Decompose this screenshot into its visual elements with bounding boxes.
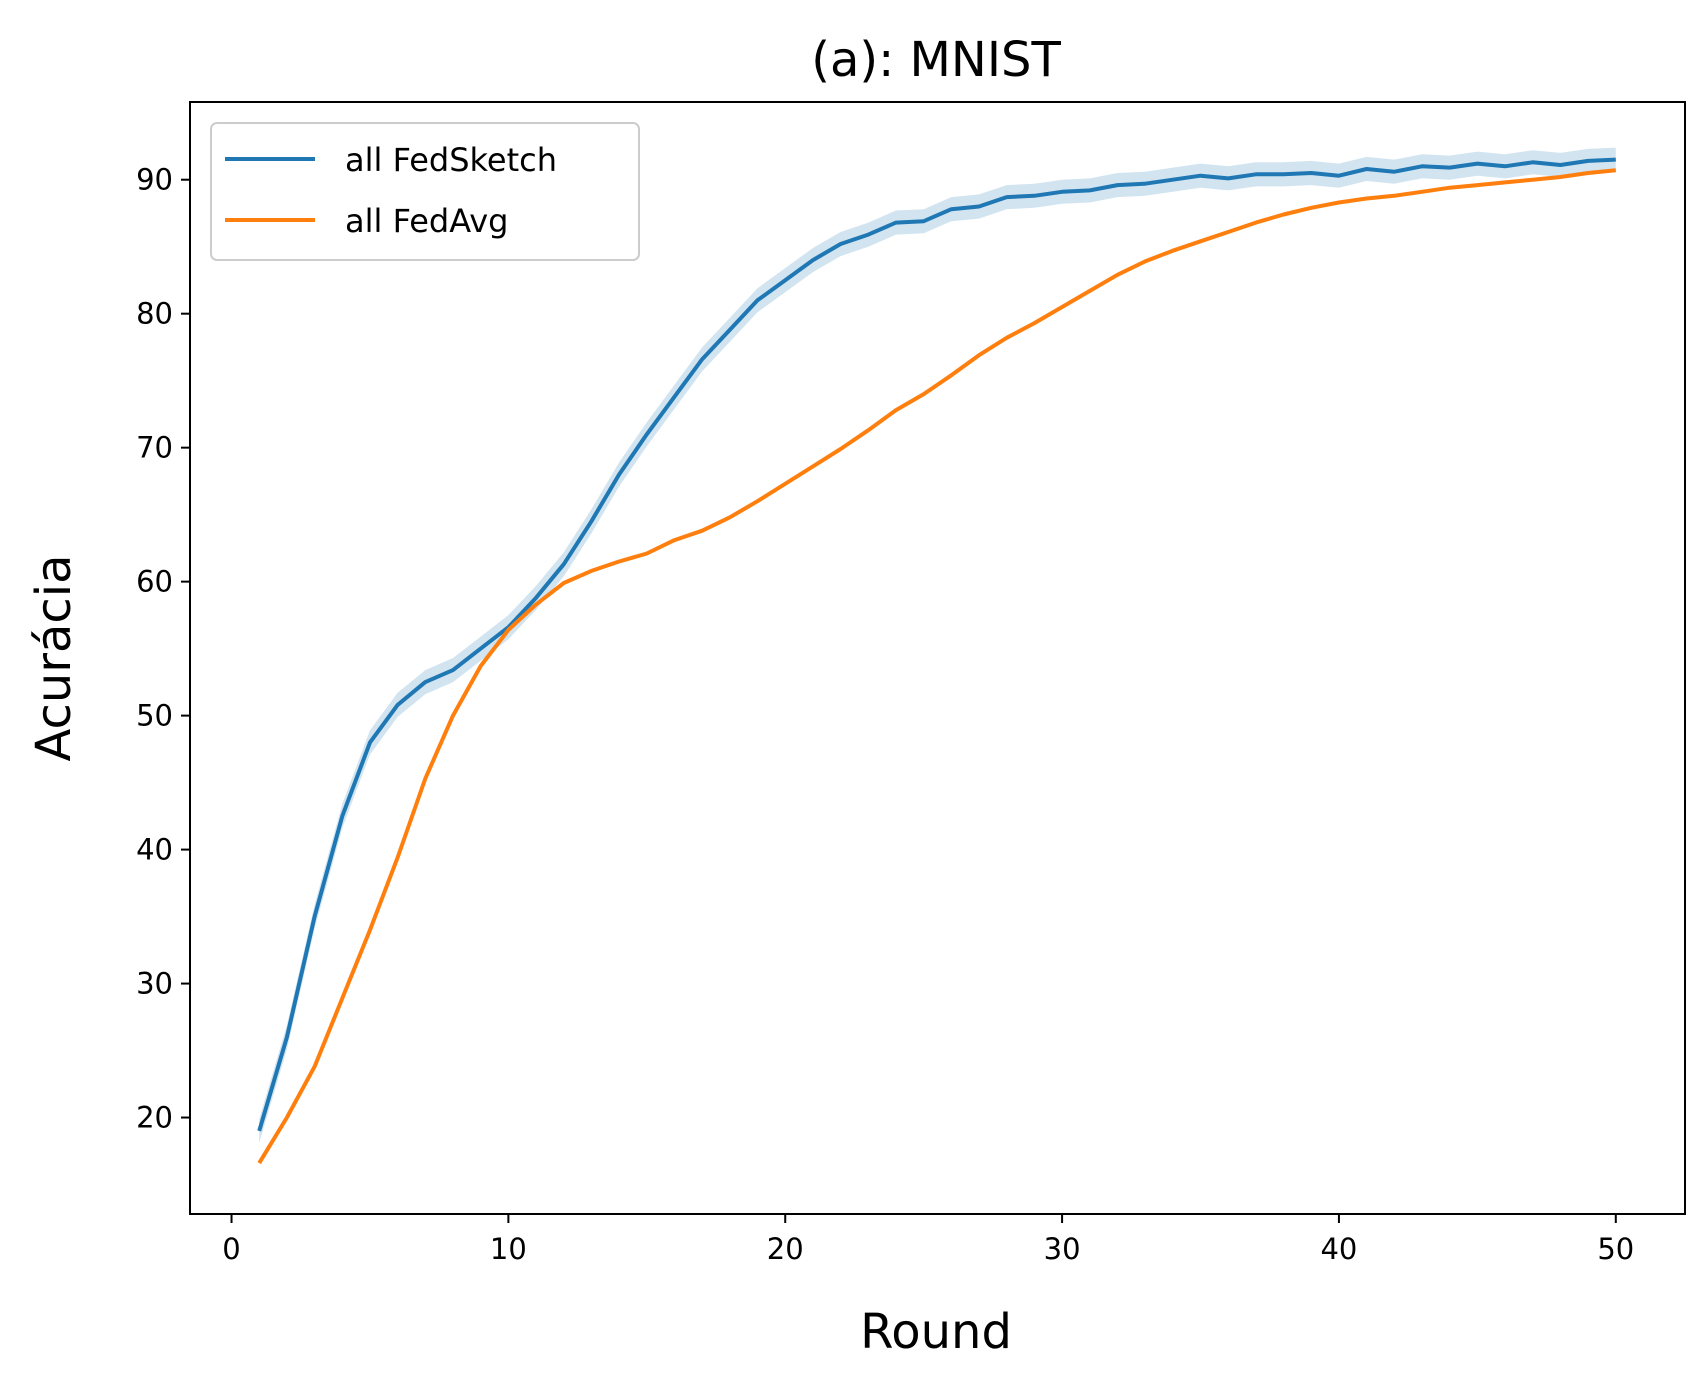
x-tick-label: 40 [1320,1232,1357,1266]
x-tick-label: 10 [490,1232,527,1266]
legend-label-fedsketch: all FedSketch [345,141,557,179]
y-tick-label: 50 [136,699,173,733]
plot-frame [189,101,1686,1215]
legend-label-fedavg: all FedAvg [345,202,508,240]
y-axis-label: Acurácia [26,554,82,761]
x-axis-ticks: 0 10 20 30 40 50 [222,1214,1634,1266]
y-tick-label: 20 [136,1101,173,1135]
y-tick-label: 90 [136,163,173,197]
y-tick-label: 70 [136,431,173,465]
line-all-fedavg [257,168,1616,1165]
y-tick-label: 60 [136,565,173,599]
y-tick-label: 30 [136,967,173,1001]
chart-title: (a): MNIST [811,32,1061,88]
y-axis-ticks: 20 30 40 50 60 70 80 90 [136,163,190,1135]
x-tick-label: 20 [767,1232,804,1266]
x-tick-label: 30 [1044,1232,1081,1266]
legend-box [210,122,640,261]
line-all-fedsketch [257,157,1616,1132]
series-lines [257,157,1616,1165]
x-tick-label: 50 [1597,1232,1634,1266]
x-tick-label: 0 [222,1232,240,1266]
y-tick-label: 40 [136,833,173,867]
y-tick-label: 80 [136,297,173,331]
x-axis-label: Round [860,1304,1012,1360]
legend: all FedSketch all FedAvg [210,122,640,261]
